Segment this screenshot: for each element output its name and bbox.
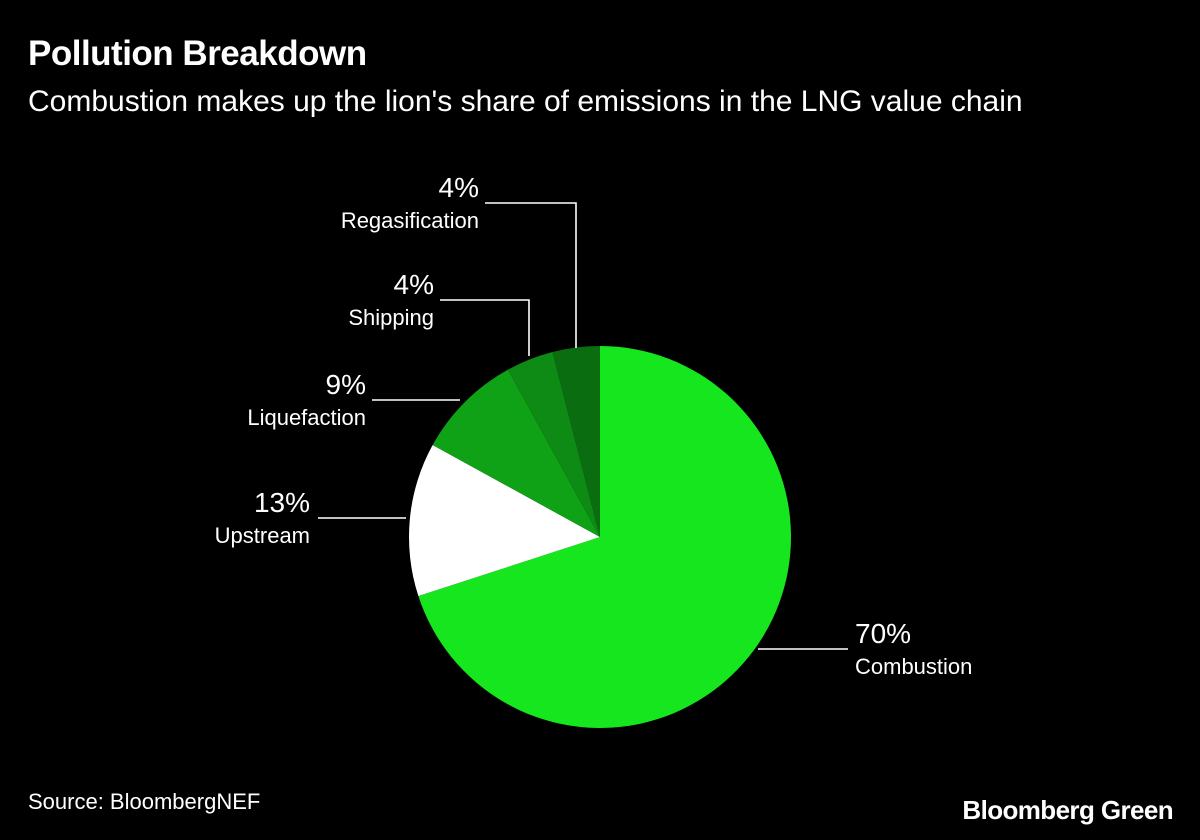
slice-category-label-combustion: Combustion [855, 654, 972, 679]
leader-lines [318, 202, 848, 650]
slice-value-label-upstream: 13% [254, 487, 310, 518]
slice-category-label-upstream: Upstream [215, 523, 310, 548]
pie-slice-regasification [552, 346, 600, 537]
brand-logo: Bloomberg Green [962, 795, 1173, 825]
pie-slices [409, 346, 792, 729]
slice-value-label-liquefaction: 9% [326, 369, 366, 400]
slice-value-label-regasification: 4% [439, 172, 479, 203]
slice-category-label-shipping: Shipping [348, 305, 434, 330]
leader-line-shipping [440, 299, 530, 356]
slice-value-label-shipping: 4% [394, 269, 434, 300]
chart-subtitle: Combustion makes up the lion's share of … [28, 85, 1023, 118]
pie-slice-liquefaction [432, 369, 600, 537]
source-note: Source: BloombergNEF [28, 789, 261, 814]
slice-value-label-combustion: 70% [855, 618, 911, 649]
chart-title: Pollution Breakdown [28, 34, 367, 73]
slice-category-label-liquefaction: Liquefaction [247, 405, 366, 430]
pie-slice-upstream [409, 444, 600, 597]
pie-slice-combustion [418, 346, 792, 729]
slice-category-label-regasification: Regasification [341, 208, 479, 233]
slice-labels: 70% Combustion 13% Upstream 9% Liquefaction 4%… [215, 172, 973, 679]
pie-slice-shipping [507, 352, 600, 537]
leader-line-regasification [485, 202, 577, 348]
